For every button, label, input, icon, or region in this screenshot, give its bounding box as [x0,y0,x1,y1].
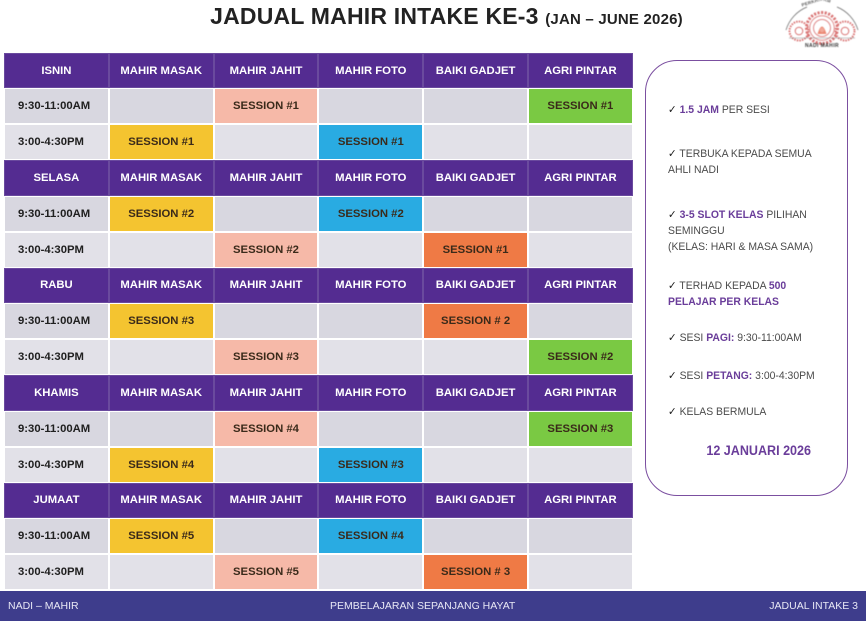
svg-text:PERKHIDMATAN: PERKHIDMATAN [801,0,840,8]
svg-text:NADI MAHIR: NADI MAHIR [805,43,839,49]
